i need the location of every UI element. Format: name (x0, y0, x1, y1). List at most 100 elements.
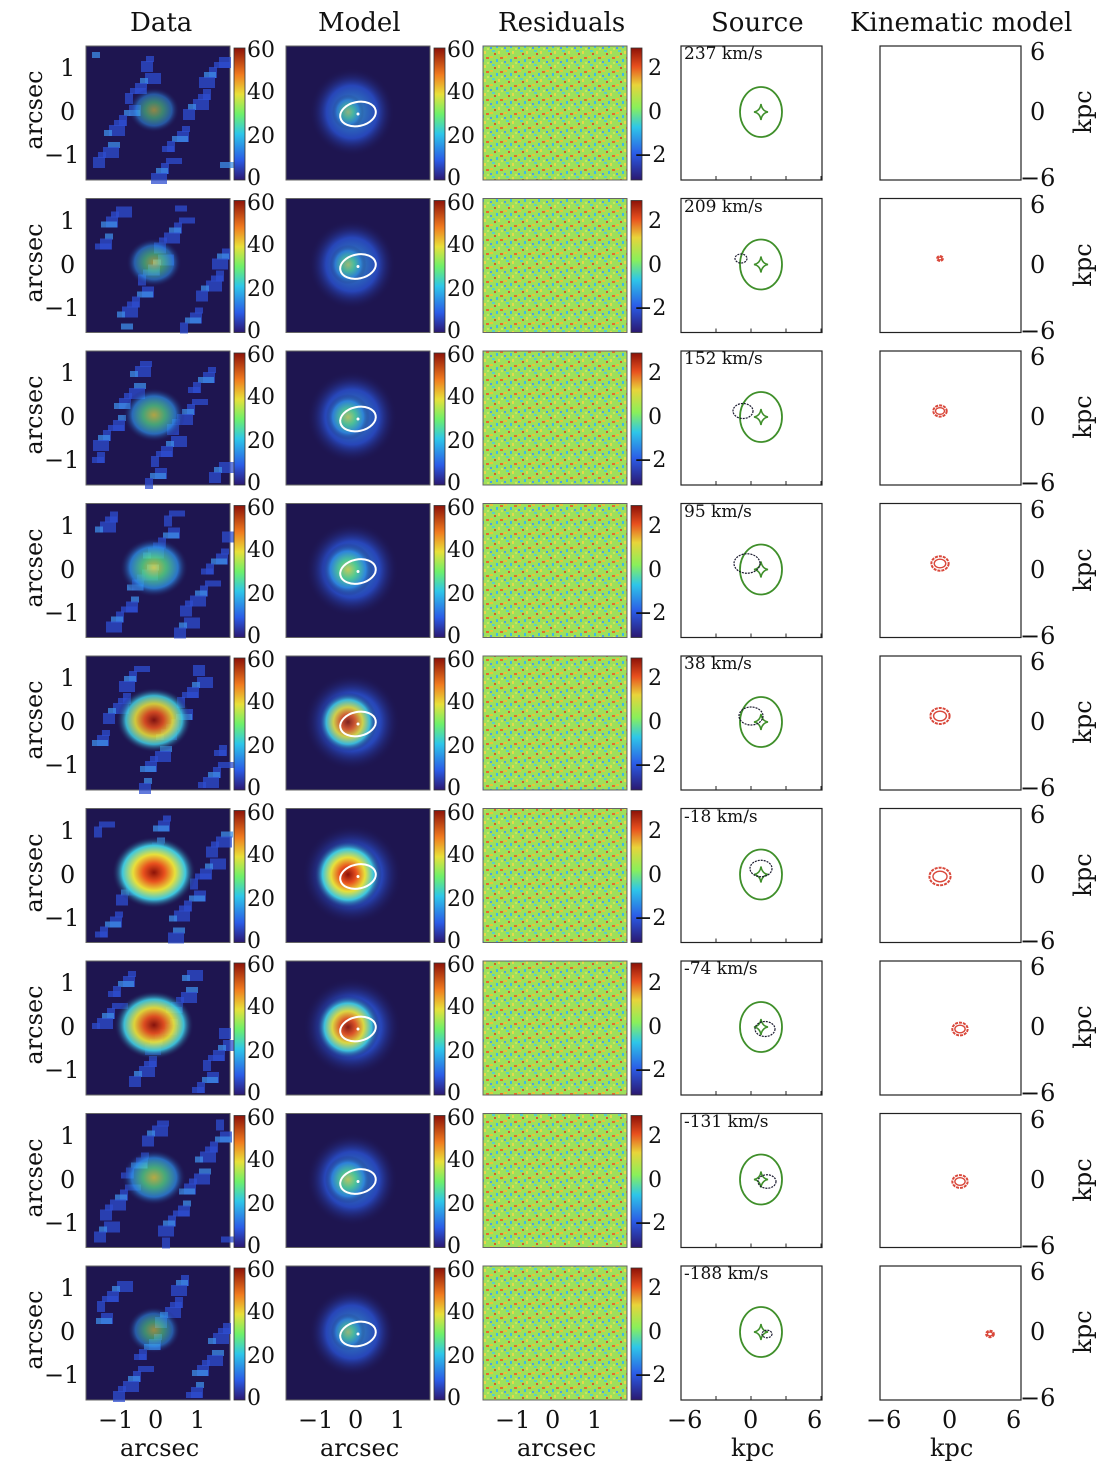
kpc-tick: −6 (1020, 469, 1056, 497)
colorbar-tick: 60 (447, 953, 475, 978)
source-panel (680, 197, 823, 334)
colorbar (630, 657, 643, 791)
x-tick: 1 (190, 1406, 206, 1434)
colorbar-tick: 2 (648, 208, 662, 234)
y-axis-label: arcsec (20, 680, 48, 760)
colorbar-tick: 40 (447, 842, 475, 868)
kinematic-contour (932, 404, 948, 418)
source-contour (732, 402, 754, 420)
kinematic-panel (879, 1112, 1022, 1249)
colorbar-tick: 0 (648, 710, 662, 735)
figure-row (85, 960, 1022, 1096)
colorbar (630, 810, 643, 943)
velocity-label: -18 km/s (684, 806, 758, 827)
colorbar-tick: 20 (247, 886, 275, 912)
caustic-ellipse (739, 543, 783, 596)
x-tick: 0 (743, 1406, 759, 1434)
y-tick: 1 (60, 1121, 76, 1150)
colorbar (233, 657, 246, 791)
critical-curve (339, 1320, 377, 1348)
colorbar-tick: 20 (447, 1191, 475, 1217)
figure-row (85, 502, 1022, 639)
colorbar-tick: 0 (648, 862, 662, 888)
model-panel (285, 45, 431, 181)
x-tick: 0 (348, 1406, 364, 1434)
colorbar-tick: 60 (247, 800, 275, 826)
caustic-ellipse (739, 391, 783, 443)
kpc-tick: 6 (1030, 495, 1046, 524)
data-panel (85, 655, 234, 794)
kpc-axis-label: kpc (1069, 852, 1097, 897)
colorbar (630, 1115, 643, 1248)
colorbar (630, 47, 643, 181)
colorbar-tick: 40 (247, 537, 275, 563)
x-tick: 6 (1006, 1406, 1022, 1434)
caustic-astroid (753, 103, 769, 121)
colorbar-tick: −2 (634, 448, 667, 473)
kpc-axis-label: kpc (1069, 1005, 1097, 1049)
colorbar-tick: 40 (447, 80, 475, 105)
colorbar-tick: 20 (247, 1191, 275, 1217)
caustic-astroid (753, 713, 769, 731)
colorbar-tick: 0 (447, 1233, 461, 1259)
colorbar-tick: 20 (447, 734, 475, 759)
colorbar-tick: −2 (634, 295, 667, 321)
colorbar (433, 505, 446, 638)
source-panel (680, 502, 823, 639)
colorbar-tick: 60 (247, 343, 275, 368)
model-panel (285, 808, 431, 943)
colorbar (630, 200, 643, 333)
data-panel (85, 1265, 231, 1402)
y-axis-label: arcsec (20, 70, 48, 150)
colorbar-tick: 60 (447, 648, 475, 673)
colorbar-tick: 0 (648, 1015, 662, 1040)
y-tick: 1 (60, 359, 76, 387)
colorbar-tick: 20 (447, 581, 475, 607)
y-axis-label: arcsec (20, 1290, 48, 1370)
colorbar-tick: 0 (247, 318, 261, 344)
column-title-kinematic: Kinematic model (850, 8, 1073, 38)
residuals-panel (482, 1265, 628, 1401)
critical-curve (339, 863, 377, 890)
x-tick: −6 (667, 1406, 703, 1434)
critical-curve (339, 710, 377, 738)
colorbar (433, 1267, 446, 1401)
kinematic-panel (879, 197, 1022, 334)
x-axis-label: arcsec (120, 1434, 200, 1462)
residuals-panel (482, 198, 628, 333)
colorbar-tick: 20 (447, 886, 475, 912)
kinematic-contour (985, 1329, 995, 1339)
y-tick: 1 (60, 511, 76, 540)
kpc-tick: −6 (1020, 926, 1056, 955)
colorbar-tick: 20 (447, 429, 475, 454)
y-axis-label: arcsec (20, 1137, 48, 1218)
kpc-axis-label: kpc (1069, 1310, 1097, 1354)
y-tick: 1 (60, 206, 76, 235)
data-panel (85, 503, 234, 639)
x-tick: 1 (390, 1406, 406, 1434)
kpc-tick: 6 (1030, 800, 1046, 829)
colorbar (233, 352, 246, 486)
caustic-ellipse (739, 696, 783, 748)
kinematic-panel (879, 960, 1022, 1096)
colorbar-tick: 40 (447, 995, 475, 1020)
column-title-model: Model (318, 8, 401, 38)
kpc-tick: −6 (1020, 1384, 1056, 1412)
x-axis-label: kpc (930, 1434, 974, 1462)
colorbar-tick: 60 (447, 1105, 475, 1131)
source-contour (754, 1020, 776, 1038)
colorbar-tick: 40 (247, 385, 275, 410)
figure-row (85, 197, 1022, 334)
colorbar-tick: 20 (247, 429, 275, 454)
colorbar-tick: 60 (247, 648, 275, 673)
y-tick: 0 (60, 1165, 76, 1194)
colorbar-tick: −2 (634, 1363, 667, 1388)
x-tick: 6 (807, 1406, 823, 1434)
residuals-panel (482, 808, 628, 943)
kinematic-panel (879, 350, 1022, 486)
data-panel (85, 45, 236, 184)
colorbar-tick: 0 (247, 776, 261, 801)
source-panel (680, 350, 823, 486)
kpc-axis-label: kpc (1069, 547, 1097, 592)
